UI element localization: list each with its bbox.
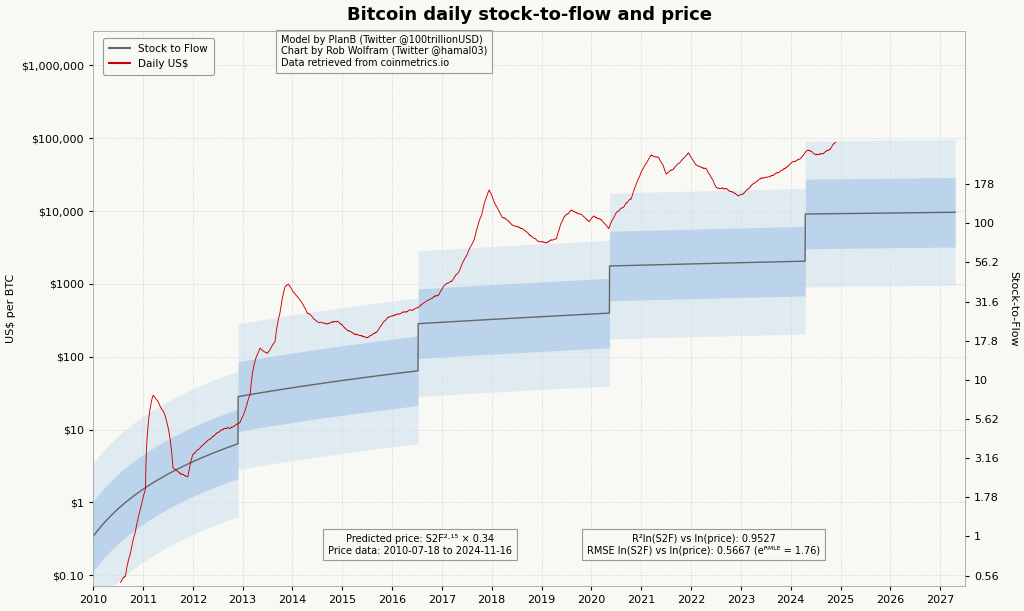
Text: R²ln(S2F) vs ln(price): 0.9527
RMSE ln(S2F) vs ln(price): 0.5667 (eᴿᴹᴸᴱ = 1.76): R²ln(S2F) vs ln(price): 0.9527 RMSE ln(S… (587, 534, 820, 555)
Text: Predicted price: S2F²·¹⁵ × 0.34
Price data: 2010-07-18 to 2024-11-16: Predicted price: S2F²·¹⁵ × 0.34 Price da… (328, 534, 512, 555)
Text: Model by PlanB (Twitter @100trillionUSD)
Chart by Rob Wolfram (Twitter @hamal03): Model by PlanB (Twitter @100trillionUSD)… (281, 35, 487, 68)
Title: Bitcoin daily stock-to-flow and price: Bitcoin daily stock-to-flow and price (346, 5, 712, 24)
Y-axis label: Stock-to-Flow: Stock-to-Flow (1009, 271, 1019, 346)
Legend: Stock to Flow, Daily US$: Stock to Flow, Daily US$ (102, 37, 214, 75)
Y-axis label: US$ per BTC: US$ per BTC (5, 274, 15, 343)
